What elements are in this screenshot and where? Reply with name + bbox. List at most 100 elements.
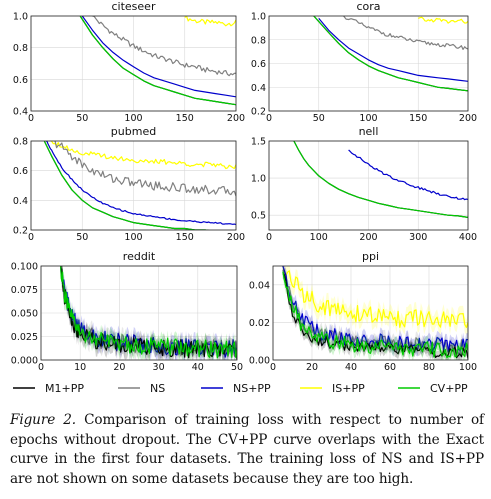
line-ns-pp — [45, 141, 236, 226]
band-is-pp — [282, 266, 468, 336]
y-tick-label: 0.04 — [249, 280, 270, 291]
line-ns — [343, 16, 468, 50]
grid-nell — [268, 140, 469, 230]
legend-item-cv-pp: CV+PP — [398, 382, 468, 395]
x-tick-label: 100 — [124, 232, 142, 243]
line-ns-pp — [282, 266, 468, 352]
y-tick-label: 0.6 — [13, 75, 28, 86]
line-cv-pp — [282, 271, 468, 359]
y-tick-label: 0.6 — [251, 59, 266, 70]
legend-label: NS+PP — [233, 382, 271, 395]
y-tick-label: 0.8 — [13, 43, 28, 54]
line-cv-pp — [60, 266, 237, 359]
line-m1-pp — [79, 16, 236, 106]
line-cv-pp — [313, 16, 468, 92]
y-tick-label: 0.5 — [251, 211, 266, 222]
legend: M1+PP NS NS+PP IS+PP CV+PP — [13, 382, 468, 395]
chart-title: nell — [359, 125, 379, 138]
figure-caption: Figure 2. Comparison of training loss wi… — [10, 411, 484, 489]
x-tick-label: 300 — [409, 232, 427, 243]
chart-title: cora — [356, 0, 380, 13]
chart-pubmed: 0 50 100 150 200 0.2 0.4 0.6 0.8 pubmed — [13, 125, 245, 243]
chart-ppi: 0 20 40 60 80 100 0.00 0.02 0.04 ppi — [249, 250, 477, 373]
chart-title: ppi — [362, 250, 379, 263]
line-cv-pp — [293, 141, 468, 218]
y-tick-label: 0.100 — [11, 262, 38, 273]
y-tick-label: 0.075 — [11, 285, 38, 296]
y-tick-label: 0.8 — [13, 137, 28, 148]
line-is-pp — [50, 141, 236, 170]
band-cv-pp — [60, 266, 237, 360]
chart-reddit: 0 10 20 30 40 50 0.000 0.025 0.050 0.075 0.100 redd… — [11, 250, 243, 373]
line-is-pp — [184, 16, 236, 27]
x-tick-label: 0 — [266, 232, 272, 243]
x-tick-label: 100 — [124, 113, 142, 124]
x-tick-label: 40 — [345, 362, 357, 373]
legend-label: M1+PP — [45, 382, 84, 395]
chart-title: citeseer — [112, 0, 156, 13]
line-cv-pp — [79, 16, 236, 106]
legend-label: NS — [150, 382, 165, 395]
x-tick-label: 80 — [423, 362, 435, 373]
axes-frame-cora — [268, 15, 469, 112]
chart-citeseer: 0 50 100 150 200 0.4 0.6 0.8 1.0 citeseer — [13, 0, 245, 124]
grid-cora — [268, 15, 469, 112]
x-tick-label: 200 — [459, 113, 477, 124]
x-tick-label: 200 — [227, 232, 245, 243]
line-m1-pp — [60, 266, 237, 360]
x-tick-label: 20 — [306, 362, 318, 373]
axes-frame-nell — [268, 140, 469, 231]
line-m1-pp — [313, 16, 468, 92]
series-group-nell — [293, 141, 468, 218]
legend-item-is-pp: IS+PP — [300, 382, 365, 395]
x-tick-label: 0 — [28, 232, 34, 243]
line-m1-pp — [43, 141, 210, 230]
x-tick-label: 0 — [270, 362, 276, 373]
x-tick-label: 20 — [113, 362, 125, 373]
y-tick-label: 0.02 — [249, 318, 270, 329]
x-tick-label: 0 — [28, 113, 34, 124]
y-tick-label: 0.4 — [251, 83, 266, 94]
y-tick-label: 0.000 — [11, 356, 38, 367]
band-cv-pp — [282, 266, 468, 360]
x-tick-label: 50 — [76, 113, 88, 124]
line-ns — [51, 141, 236, 197]
y-tick-label: 0.2 — [251, 107, 266, 118]
chart-title: reddit — [123, 250, 156, 263]
x-tick-label: 0 — [266, 113, 272, 124]
line-is-pp — [282, 266, 468, 329]
legend-item-m1-pp: M1+PP — [13, 382, 84, 395]
y-tick-label: 0.4 — [13, 107, 28, 118]
y-tick-label: 0.2 — [13, 226, 28, 237]
y-tick-label: 1.5 — [251, 137, 266, 148]
x-tick-label: 50 — [231, 362, 243, 373]
line-ns — [92, 16, 236, 77]
x-tick-label: 30 — [153, 362, 165, 373]
line-is-pp — [418, 16, 468, 24]
axes-frame-pubmed — [30, 140, 237, 231]
y-tick-label: 0.4 — [13, 196, 28, 207]
line-ns-pp — [318, 18, 468, 82]
x-tick-label: 0 — [38, 362, 44, 373]
legend-item-ns-pp: NS+PP — [201, 382, 271, 395]
y-tick-label: 0.050 — [11, 309, 38, 320]
x-tick-label: 50 — [313, 113, 325, 124]
caption-label: Figure 2. — [10, 412, 77, 428]
x-tick-label: 150 — [176, 232, 194, 243]
legend-label: CV+PP — [430, 382, 468, 395]
x-tick-label: 100 — [359, 113, 377, 124]
line-ns-pp — [81, 16, 236, 98]
x-tick-label: 100 — [310, 232, 328, 243]
series-group-reddit — [60, 266, 237, 360]
caption-text: Comparison of training loss with respect… — [10, 412, 484, 487]
line-ns-pp — [348, 149, 468, 201]
y-tick-label: 0.8 — [251, 35, 266, 46]
x-tick-label: 40 — [192, 362, 204, 373]
x-tick-label: 60 — [384, 362, 396, 373]
x-tick-label: 200 — [227, 113, 245, 124]
line-cv-pp — [43, 141, 210, 230]
y-tick-label: 1.0 — [13, 12, 28, 23]
axes-frame-citeseer — [30, 15, 237, 112]
